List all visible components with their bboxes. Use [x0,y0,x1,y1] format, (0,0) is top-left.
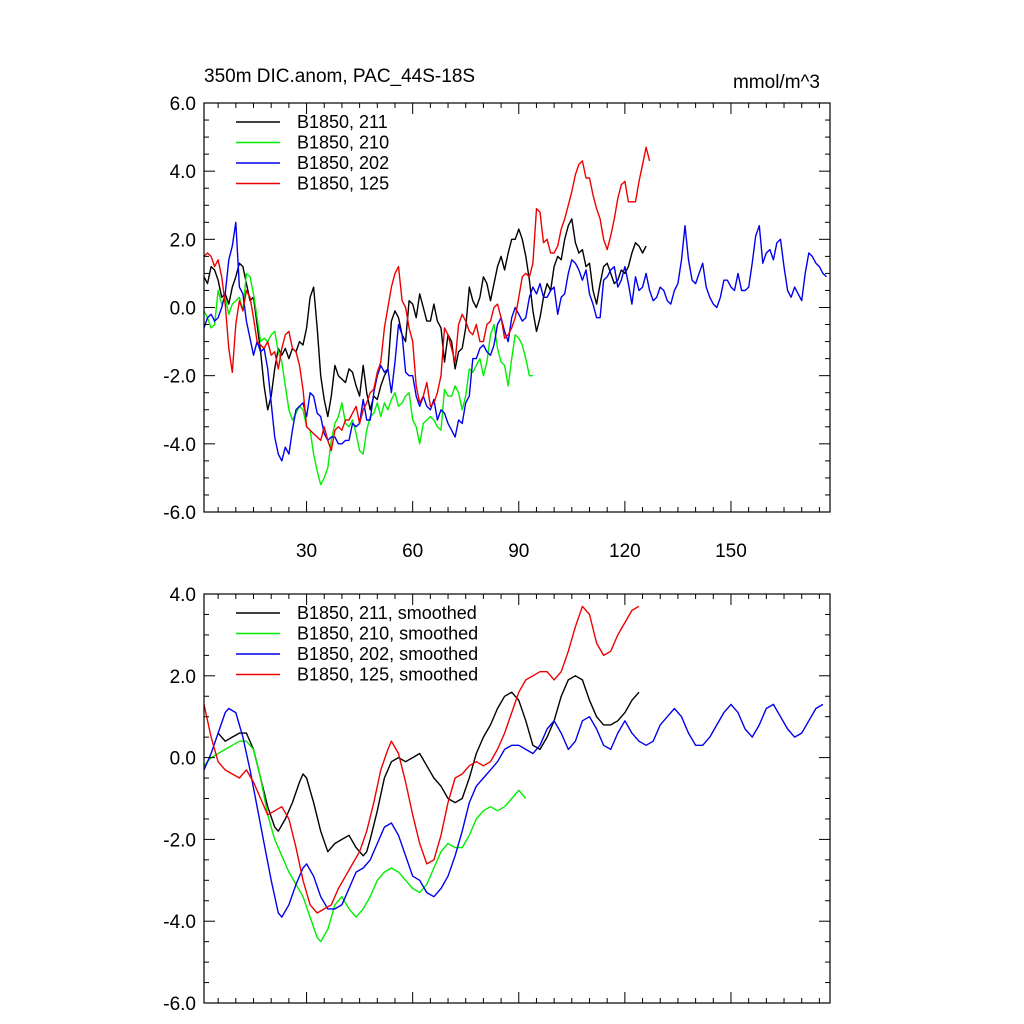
legend-label: B1850, 211 [297,112,388,132]
series-line-2 [203,740,527,943]
y-tick-label: 4.0 [170,585,196,606]
y-tick-label: 2.0 [170,230,196,251]
units-label: mmol/m^3 [733,72,820,93]
series-line-4 [203,605,640,914]
y-tick-label: 0.0 [170,299,196,320]
bottom-panel: -6.0 -4.0 -2.0 0.0 2.0 4.0 B1850, 211, smooth… [163,585,831,1015]
x-tick-label: 150 [715,541,747,562]
series-line-2 [203,272,533,486]
series-line-3 [203,221,827,462]
legend-label: B1850, 210 [297,133,389,153]
y-tick-label: -4.0 [163,912,196,933]
y-tick-label: -4.0 [163,435,196,456]
y-tick-label: 0.0 [170,749,196,770]
y-tick-label: -6.0 [163,503,196,524]
series-lines [203,605,824,943]
legend-label: B1850, 202, smoothed [297,644,478,664]
x-tick-label: 60 [402,541,423,562]
legend-label: B1850, 202 [297,153,389,173]
y-tick-label: 2.0 [170,667,196,688]
legend-label: B1850, 210, smoothed [297,624,478,644]
top-panel: 350m DIC.anom, PAC_44S-18S mmol/m^3 -6.0… [163,66,831,562]
x-tick-label: 30 [296,541,317,562]
chart-title: 350m DIC.anom, PAC_44S-18S [204,66,475,87]
y-tick-label: 4.0 [170,162,196,183]
x-tick-label: 120 [609,541,641,562]
legend-label: B1850, 211, smoothed [297,603,477,623]
y-tick-label: -6.0 [163,994,196,1015]
axes: -6.0 -4.0 -2.0 0.0 2.0 4.0 6.0 30 60 90 120 150 [163,94,831,562]
axes: -6.0 -4.0 -2.0 0.0 2.0 4.0 [163,585,831,1015]
legend-label: B1850, 125 [297,174,389,194]
x-tick-label: 90 [508,541,529,562]
series-line-3 [203,703,824,918]
y-tick-label: -2.0 [163,830,196,851]
series-line-4 [203,146,651,452]
y-tick-label: 6.0 [170,94,196,115]
series-lines [203,146,827,486]
legend-label: B1850, 125, smoothed [297,665,478,685]
y-tick-label: -2.0 [163,367,196,388]
series-line-1 [217,675,640,857]
